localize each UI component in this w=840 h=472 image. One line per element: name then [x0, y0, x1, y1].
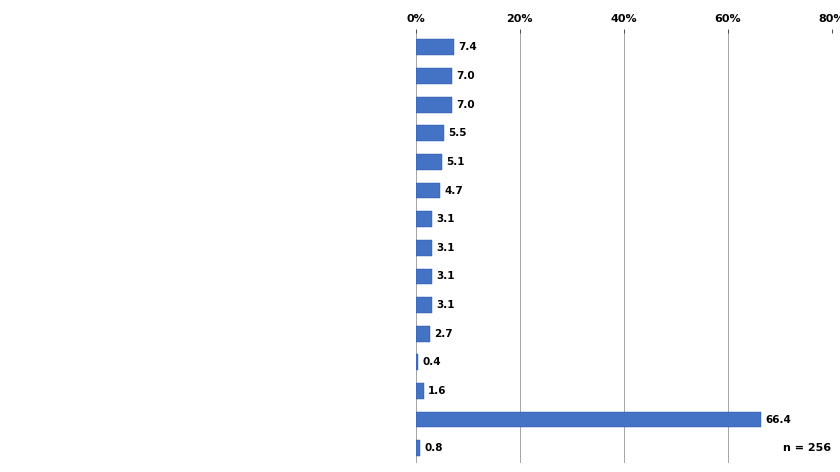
- Text: 大使館や領事館に連絡を行った。: 大使館や領事館に連絡を行った。: [323, 231, 403, 241]
- Text: 宿泊施設や観光施設との連絡を行った。: 宿泊施設や観光施設との連絡を行った。: [307, 137, 403, 146]
- Text: 診察を受けた。: 診察を受けた。: [365, 389, 403, 398]
- Text: 3.1: 3.1: [436, 271, 454, 281]
- Text: 預定の旅行を続けることにした。: 預定の旅行を続けることにした。: [323, 326, 403, 335]
- Bar: [416, 126, 444, 141]
- Bar: [416, 68, 452, 84]
- Text: 66.4: 66.4: [765, 414, 791, 425]
- Bar: [416, 412, 761, 428]
- Text: 3.1: 3.1: [436, 300, 454, 310]
- Bar: [416, 240, 432, 256]
- Text: 特に何もしなかった。そのまま日本にいた。: 特に何もしなかった。そのまま日本にいた。: [296, 295, 403, 303]
- Text: 3.1: 3.1: [436, 243, 454, 253]
- Bar: [416, 97, 452, 112]
- Bar: [416, 326, 430, 342]
- Text: 3.1: 3.1: [436, 214, 454, 224]
- Text: 2.7: 2.7: [434, 329, 453, 339]
- Bar: [416, 269, 432, 284]
- Text: 海外の家族や友人に連絡した。: 海外の家族や友人に連絡した。: [328, 200, 403, 209]
- Bar: [416, 40, 454, 55]
- Bar: [416, 154, 443, 170]
- Text: 不明である。: 不明である。: [371, 420, 403, 430]
- Text: 渡航の延期やキャンセルをしたが、帰国できなかった: 渡航の延期やキャンセルをしたが、帰国できなかった: [275, 357, 403, 366]
- Bar: [416, 183, 440, 198]
- Text: 0.8: 0.8: [424, 443, 443, 453]
- Text: 7.0: 7.0: [456, 71, 475, 81]
- Bar: [416, 297, 432, 313]
- Bar: [416, 440, 420, 456]
- Text: 7.0: 7.0: [456, 100, 475, 110]
- Text: 海外旅行保険会社やクレジットカード会社などとの連絡を行った。: 海外旅行保険会社やクレジットカード会社などとの連絡を行った。: [242, 42, 403, 52]
- Text: 5.5: 5.5: [449, 128, 467, 138]
- Text: 公共交通機関やタクシーなどの利用を控えるようにした。: 公共交通機関やタクシーなどの利用を控えるようにした。: [264, 74, 403, 83]
- Text: 日本の医療機関や金融機関などとの連絡を行った。: 日本の医療機関や金融機関などとの連絡を行った。: [280, 11, 403, 20]
- Bar: [416, 383, 424, 399]
- Bar: [416, 211, 432, 227]
- Text: 1.6: 1.6: [428, 386, 447, 396]
- Text: 4.7: 4.7: [444, 185, 463, 195]
- Text: 予定が変わった。: 予定が変わった。: [360, 106, 403, 115]
- Text: 5.1: 5.1: [447, 157, 465, 167]
- Text: 7.4: 7.4: [459, 42, 477, 52]
- Text: n = 256: n = 256: [784, 443, 832, 453]
- Text: 0.4: 0.4: [422, 357, 441, 367]
- Text: 旅行代理店やツアー会社などとの連絡を行った。: 旅行代理店やツアー会社などとの連絡を行った。: [285, 169, 403, 177]
- Text: 行き先の政府機関や公共機関に連絡を行った。: 行き先の政府機関や公共機関に連絡を行った。: [291, 263, 403, 272]
- Text: その他: その他: [387, 452, 403, 461]
- Bar: [416, 354, 417, 370]
